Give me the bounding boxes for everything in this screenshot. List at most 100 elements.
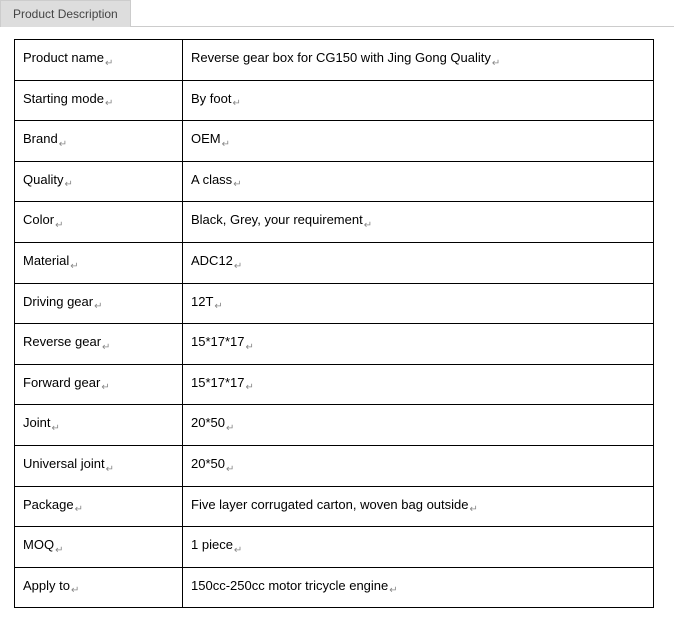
table-row: Reverse gear↵15*17*17↵ xyxy=(15,324,654,365)
line-break-marker-icon: ↵ xyxy=(214,301,222,312)
line-break-marker-icon: ↵ xyxy=(105,98,113,109)
spec-value: 20*50↵ xyxy=(183,405,654,446)
spec-label-text: Apply to xyxy=(23,578,70,593)
spec-label-text: Joint xyxy=(23,415,50,430)
line-break-marker-icon: ↵ xyxy=(102,342,110,353)
spec-label: Universal joint↵ xyxy=(15,445,183,486)
spec-label-text: Universal joint xyxy=(23,456,105,471)
line-break-marker-icon: ↵ xyxy=(64,179,72,190)
line-break-marker-icon: ↵ xyxy=(59,139,67,150)
table-row: Product name↵Reverse gear box for CG150 … xyxy=(15,40,654,81)
tab-bar: Product Description xyxy=(0,0,674,27)
spec-label-text: Color xyxy=(23,212,54,227)
spec-value: 150cc-250cc motor tricycle engine↵ xyxy=(183,567,654,608)
table-row: Starting mode↵By foot↵ xyxy=(15,80,654,121)
line-break-marker-icon: ↵ xyxy=(101,382,109,393)
spec-value: 15*17*17↵ xyxy=(183,324,654,365)
spec-label: Color↵ xyxy=(15,202,183,243)
table-row: Material↵ADC12↵ xyxy=(15,242,654,283)
spec-label: Quality↵ xyxy=(15,161,183,202)
spec-label: MOQ↵ xyxy=(15,527,183,568)
line-break-marker-icon: ↵ xyxy=(234,545,242,556)
line-break-marker-icon: ↵ xyxy=(106,464,114,475)
line-break-marker-icon: ↵ xyxy=(233,179,241,190)
spec-value-text: 1 piece xyxy=(191,537,233,552)
line-break-marker-icon: ↵ xyxy=(71,585,79,596)
spec-value: ADC12↵ xyxy=(183,242,654,283)
line-break-marker-icon: ↵ xyxy=(364,220,372,231)
line-break-marker-icon: ↵ xyxy=(222,139,230,150)
spec-value: By foot↵ xyxy=(183,80,654,121)
tab-product-description[interactable]: Product Description xyxy=(0,0,131,27)
line-break-marker-icon: ↵ xyxy=(470,504,478,515)
table-row: MOQ↵1 piece↵ xyxy=(15,527,654,568)
spec-label-text: Quality xyxy=(23,172,63,187)
spec-value: Five layer corrugated carton, woven bag … xyxy=(183,486,654,527)
table-row: Package↵Five layer corrugated carton, wo… xyxy=(15,486,654,527)
spec-value-text: 20*50 xyxy=(191,415,225,430)
table-row: Quality↵A class↵ xyxy=(15,161,654,202)
spec-table: Product name↵Reverse gear box for CG150 … xyxy=(14,39,654,608)
spec-label: Apply to↵ xyxy=(15,567,183,608)
line-break-marker-icon: ↵ xyxy=(232,98,240,109)
line-break-marker-icon: ↵ xyxy=(94,301,102,312)
spec-value-text: 15*17*17 xyxy=(191,334,245,349)
spec-label-text: Brand xyxy=(23,131,58,146)
spec-label: Material↵ xyxy=(15,242,183,283)
table-row: Apply to↵150cc-250cc motor tricycle engi… xyxy=(15,567,654,608)
spec-label-text: Driving gear xyxy=(23,294,93,309)
table-row: Universal joint↵20*50↵ xyxy=(15,445,654,486)
table-row: Joint↵20*50↵ xyxy=(15,405,654,446)
spec-value-text: A class xyxy=(191,172,232,187)
line-break-marker-icon: ↵ xyxy=(55,220,63,231)
spec-label: Product name↵ xyxy=(15,40,183,81)
table-row: Color↵Black, Grey, your requirement↵ xyxy=(15,202,654,243)
spec-value: OEM↵ xyxy=(183,121,654,162)
line-break-marker-icon: ↵ xyxy=(234,261,242,272)
table-row: Forward gear↵15*17*17↵ xyxy=(15,364,654,405)
spec-label: Reverse gear↵ xyxy=(15,324,183,365)
line-break-marker-icon: ↵ xyxy=(70,261,78,272)
spec-value: 15*17*17↵ xyxy=(183,364,654,405)
line-break-marker-icon: ↵ xyxy=(226,423,234,434)
spec-value: 20*50↵ xyxy=(183,445,654,486)
line-break-marker-icon: ↵ xyxy=(55,545,63,556)
spec-value: A class↵ xyxy=(183,161,654,202)
line-break-marker-icon: ↵ xyxy=(246,382,254,393)
spec-value: Black, Grey, your requirement↵ xyxy=(183,202,654,243)
spec-label: Package↵ xyxy=(15,486,183,527)
line-break-marker-icon: ↵ xyxy=(105,58,113,69)
line-break-marker-icon: ↵ xyxy=(75,504,83,515)
spec-value: 12T↵ xyxy=(183,283,654,324)
spec-label: Starting mode↵ xyxy=(15,80,183,121)
spec-value: 1 piece↵ xyxy=(183,527,654,568)
spec-value-text: 12T xyxy=(191,294,213,309)
spec-value-text: 150cc-250cc motor tricycle engine xyxy=(191,578,388,593)
spec-value-text: OEM xyxy=(191,131,221,146)
table-row: Brand↵OEM↵ xyxy=(15,121,654,162)
spec-label-text: Forward gear xyxy=(23,375,100,390)
spec-value-text: 15*17*17 xyxy=(191,375,245,390)
table-container: Product name↵Reverse gear box for CG150 … xyxy=(0,27,674,620)
line-break-marker-icon: ↵ xyxy=(389,585,397,596)
line-break-marker-icon: ↵ xyxy=(51,423,59,434)
table-row: Driving gear↵12T↵ xyxy=(15,283,654,324)
spec-value-text: By foot xyxy=(191,91,231,106)
spec-value-text: Five layer corrugated carton, woven bag … xyxy=(191,497,469,512)
line-break-marker-icon: ↵ xyxy=(492,58,500,69)
spec-label-text: Reverse gear xyxy=(23,334,101,349)
spec-label: Driving gear↵ xyxy=(15,283,183,324)
spec-label-text: Product name xyxy=(23,50,104,65)
line-break-marker-icon: ↵ xyxy=(246,342,254,353)
line-break-marker-icon: ↵ xyxy=(226,464,234,475)
spec-label-text: Material xyxy=(23,253,69,268)
spec-value-text: 20*50 xyxy=(191,456,225,471)
spec-label-text: MOQ xyxy=(23,537,54,552)
spec-label: Joint↵ xyxy=(15,405,183,446)
spec-label: Forward gear↵ xyxy=(15,364,183,405)
spec-value-text: Black, Grey, your requirement xyxy=(191,212,363,227)
spec-label: Brand↵ xyxy=(15,121,183,162)
spec-value-text: Reverse gear box for CG150 with Jing Gon… xyxy=(191,50,491,65)
spec-label-text: Package xyxy=(23,497,74,512)
spec-value-text: ADC12 xyxy=(191,253,233,268)
